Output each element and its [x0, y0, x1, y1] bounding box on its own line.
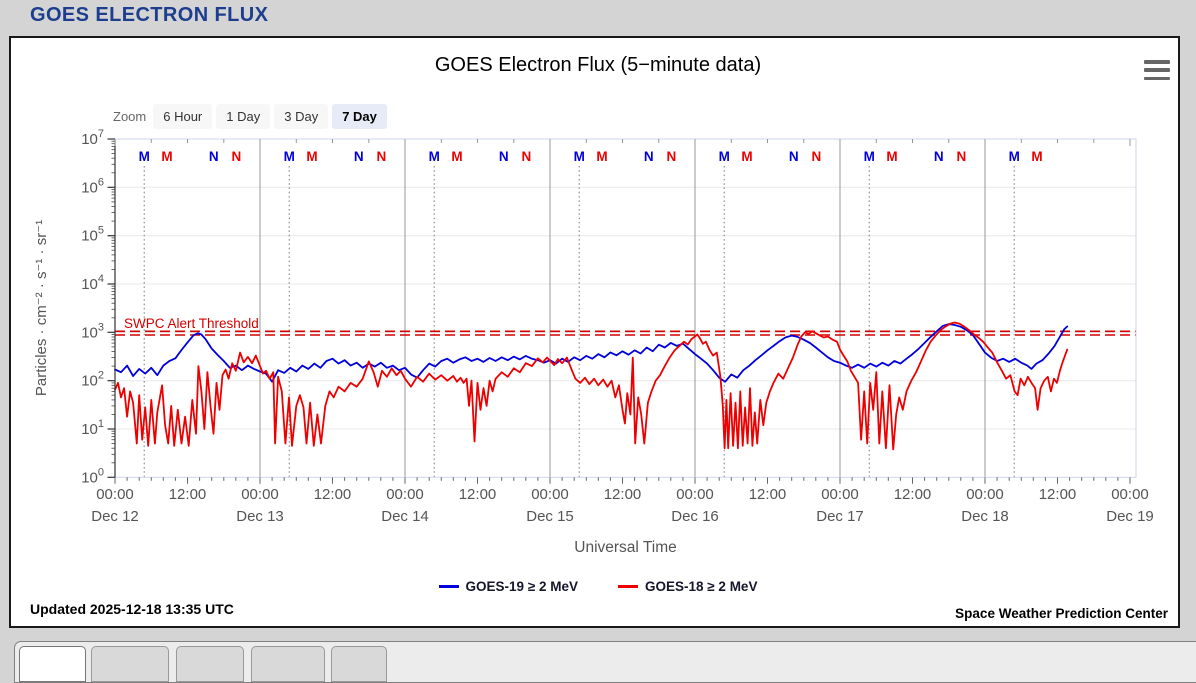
x-date-label: Dec 12 — [91, 508, 139, 525]
bottom-panel — [14, 641, 1196, 683]
satellite-midnight-marker: M — [451, 149, 462, 164]
x-date-label: Dec 14 — [381, 508, 429, 525]
satellite-midnight-marker: M — [864, 149, 875, 164]
x-tick-label: 00:00 — [966, 486, 1004, 503]
satellite-noon-marker: N — [354, 149, 364, 164]
bottom-tab-2[interactable] — [91, 646, 169, 682]
y-tick-label: 101 — [81, 418, 104, 438]
legend-label: GOES-19 ≥ 2 MeV — [465, 579, 578, 594]
x-tick-label: 12:00 — [749, 486, 787, 503]
y-tick-label: 105 — [81, 225, 104, 245]
satellite-midnight-marker: M — [306, 149, 317, 164]
y-tick-label: 100 — [81, 466, 104, 486]
satellite-midnight-marker: M — [719, 149, 730, 164]
x-tick-label: 00:00 — [96, 486, 134, 503]
y-tick-label: 107 — [81, 128, 104, 148]
satellite-midnight-marker: M — [741, 149, 752, 164]
legend-line-sample — [618, 585, 638, 588]
zoom-button-3-day[interactable]: 3 Day — [274, 104, 329, 129]
satellite-midnight-marker: M — [161, 149, 172, 164]
y-tick-label: 103 — [81, 321, 104, 341]
zoom-range-selector: Zoom 6 Hour 1 Day 3 Day 7 Day — [113, 104, 387, 129]
satellite-noon-marker: N — [232, 149, 242, 164]
satellite-noon-marker: N — [522, 149, 532, 164]
series-line-goes18 — [114, 321, 1069, 451]
x-date-label: Dec 18 — [961, 508, 1009, 525]
x-tick-label: 12:00 — [459, 486, 497, 503]
satellite-noon-marker: N — [812, 149, 822, 164]
x-tick-label: 12:00 — [314, 486, 352, 503]
satellite-noon-marker: N — [789, 149, 799, 164]
legend-item[interactable]: GOES-19 ≥ 2 MeV — [438, 579, 578, 594]
satellite-midnight-marker: M — [574, 149, 585, 164]
bottom-tab-3[interactable] — [176, 646, 244, 682]
x-tick-label: 12:00 — [604, 486, 642, 503]
chart-legend: GOES-19 ≥ 2 MeV GOES-18 ≥ 2 MeV — [0, 579, 1196, 594]
legend-label: GOES-18 ≥ 2 MeV — [645, 579, 758, 594]
satellite-midnight-marker: M — [596, 149, 607, 164]
x-date-label: Dec 17 — [816, 508, 864, 525]
satellite-noon-marker: N — [667, 149, 677, 164]
x-axis-title: Universal Time — [574, 539, 677, 556]
chart-context-menu-button[interactable] — [1144, 60, 1170, 80]
x-date-label: Dec 13 — [236, 508, 284, 525]
bottom-tab-1[interactable] — [19, 646, 86, 682]
satellite-midnight-marker: M — [886, 149, 897, 164]
x-date-label: Dec 16 — [671, 508, 719, 525]
zoom-button-7-day[interactable]: 7 Day — [332, 104, 387, 129]
electron-flux-chart[interactable]: SWPC Alert Threshold 100 101 102 103 104 105 10… — [0, 0, 1196, 654]
satellite-noon-marker: N — [377, 149, 387, 164]
swpc-alert-threshold-label: SWPC Alert Threshold — [124, 316, 259, 331]
x-tick-label: 12:00 — [894, 486, 932, 503]
x-date-label: Dec 15 — [526, 508, 574, 525]
satellite-noon-marker: N — [209, 149, 219, 164]
zoom-label: Zoom — [113, 109, 147, 124]
plot-border — [114, 138, 1137, 478]
hamburger-icon — [1144, 60, 1170, 64]
legend-line-sample — [438, 585, 459, 588]
y-axis-title: Particles · cm⁻² · s⁻¹ · sr⁻¹ — [33, 220, 50, 396]
y-tick-label: 102 — [81, 370, 104, 390]
satellite-noon-marker: N — [957, 149, 967, 164]
x-tick-label: 00:00 — [241, 486, 279, 503]
x-tick-label: 12:00 — [169, 486, 207, 503]
hamburger-icon — [1144, 76, 1170, 80]
satellite-noon-marker: N — [644, 149, 654, 164]
y-tick-label: 104 — [81, 273, 104, 293]
x-tick-label: 00:00 — [1111, 486, 1149, 503]
legend-item[interactable]: GOES-18 ≥ 2 MeV — [618, 579, 757, 594]
bottom-tab-4[interactable] — [251, 646, 325, 682]
x-tick-label: 00:00 — [676, 486, 714, 503]
y-tick-label: 106 — [81, 176, 104, 196]
x-tick-label: 00:00 — [821, 486, 859, 503]
x-date-label: Dec 19 — [1106, 508, 1154, 525]
satellite-midnight-marker: M — [1009, 149, 1020, 164]
x-tick-label: 00:00 — [386, 486, 424, 503]
x-tick-label: 00:00 — [531, 486, 569, 503]
satellite-midnight-marker: M — [284, 149, 295, 164]
satellite-midnight-marker: M — [139, 149, 150, 164]
bottom-tab-5[interactable] — [331, 646, 387, 682]
satellite-noon-marker: N — [499, 149, 509, 164]
credit-text: Space Weather Prediction Center — [955, 606, 1168, 621]
zoom-button-6-hour[interactable]: 6 Hour — [153, 104, 213, 129]
satellite-noon-marker: N — [934, 149, 944, 164]
satellite-midnight-marker: M — [1031, 149, 1042, 164]
hamburger-icon — [1144, 68, 1170, 72]
x-tick-label: 12:00 — [1039, 486, 1077, 503]
satellite-midnight-marker: M — [429, 149, 440, 164]
chart-title: GOES Electron Flux (5−minute data) — [434, 54, 762, 76]
updated-timestamp: Updated 2025-12-18 13:35 UTC — [30, 601, 234, 617]
zoom-button-1-day[interactable]: 1 Day — [216, 104, 271, 129]
page-title: GOES ELECTRON FLUX — [30, 4, 269, 26]
